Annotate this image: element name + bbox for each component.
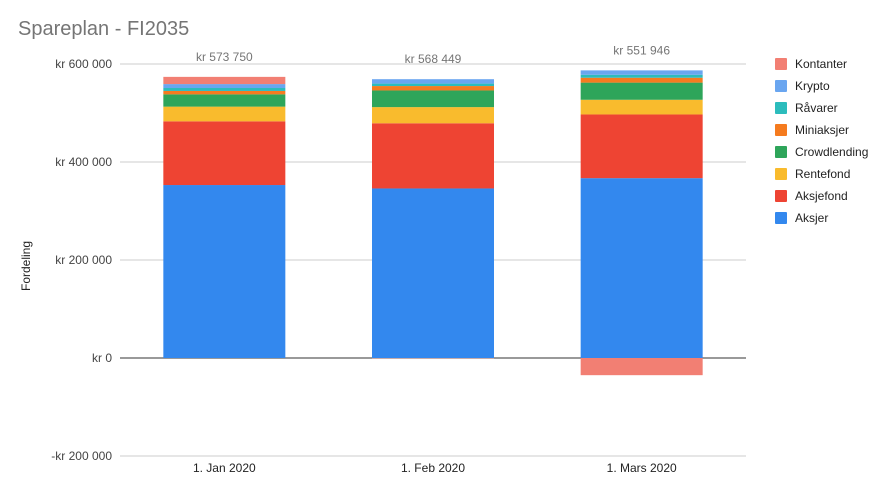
legend-label: Kontanter [795,57,847,71]
y-tick-label: kr 400 000 [55,155,112,169]
y-tick-label: -kr 200 000 [51,449,112,463]
legend-swatch [775,168,787,180]
total-label: kr 551 946 [613,43,670,57]
bar-segment-rentefond [580,99,703,115]
legend-swatch [775,190,787,202]
bar-segment-aksjefond [163,121,286,186]
bar-segment-r-varer [372,83,494,87]
y-tick-label: kr 200 000 [55,253,112,267]
x-tick-label: 1. Jan 2020 [193,461,256,475]
x-tick-label: 1. Feb 2020 [401,461,465,475]
bar-segment-miniaksjer [580,77,703,83]
legend-swatch [775,212,787,224]
bar-segment-r-varer [163,88,286,91]
bar-segment-aksjefond [580,114,703,179]
legend-swatch [775,146,787,158]
bar-segment-rentefond [163,106,286,122]
legend-label: Miniaksjer [795,123,849,137]
bar-segment-kontanter [163,76,286,85]
bar-segment-miniaksjer [163,90,286,95]
legend-label: Krypto [795,79,830,93]
y-axis-label: Fordeling [19,241,33,291]
legend-swatch [775,80,787,92]
bar-segment-aksjer [372,188,494,358]
legend-label: Crowdlending [795,145,868,159]
bar-segment-miniaksjer [372,86,494,91]
total-label: kr 568 449 [405,52,462,66]
y-tick-label: kr 0 [92,351,112,365]
legend-label: Rentefond [795,167,850,181]
bar-segment-rentefond [372,107,494,124]
bar-segment-krypto [580,70,703,75]
bar-segment-kontanter [580,358,703,376]
bar-segment-aksjefond [372,123,494,189]
total-label: kr 573 750 [196,50,253,64]
bar-segment-aksjer [163,185,286,358]
bar-segment-crowdlending [580,82,703,100]
bar-segment-krypto [163,84,286,89]
legend-label: Råvarer [795,101,838,115]
y-tick-label: kr 600 000 [55,57,112,71]
bar-segment-aksjer [580,178,703,358]
bar-segment-r-varer [580,74,703,78]
bar-segment-crowdlending [163,94,286,107]
bar-segment-crowdlending [372,90,494,108]
legend-swatch [775,102,787,114]
chart-title: Spareplan - FI2035 [18,18,190,40]
bar-segment-krypto [372,79,494,84]
legend-label: Aksjer [795,211,828,225]
legend-swatch [775,124,787,136]
legend-label: Aksjefond [795,189,848,203]
legend-swatch [775,58,787,70]
x-tick-label: 1. Mars 2020 [607,461,677,475]
